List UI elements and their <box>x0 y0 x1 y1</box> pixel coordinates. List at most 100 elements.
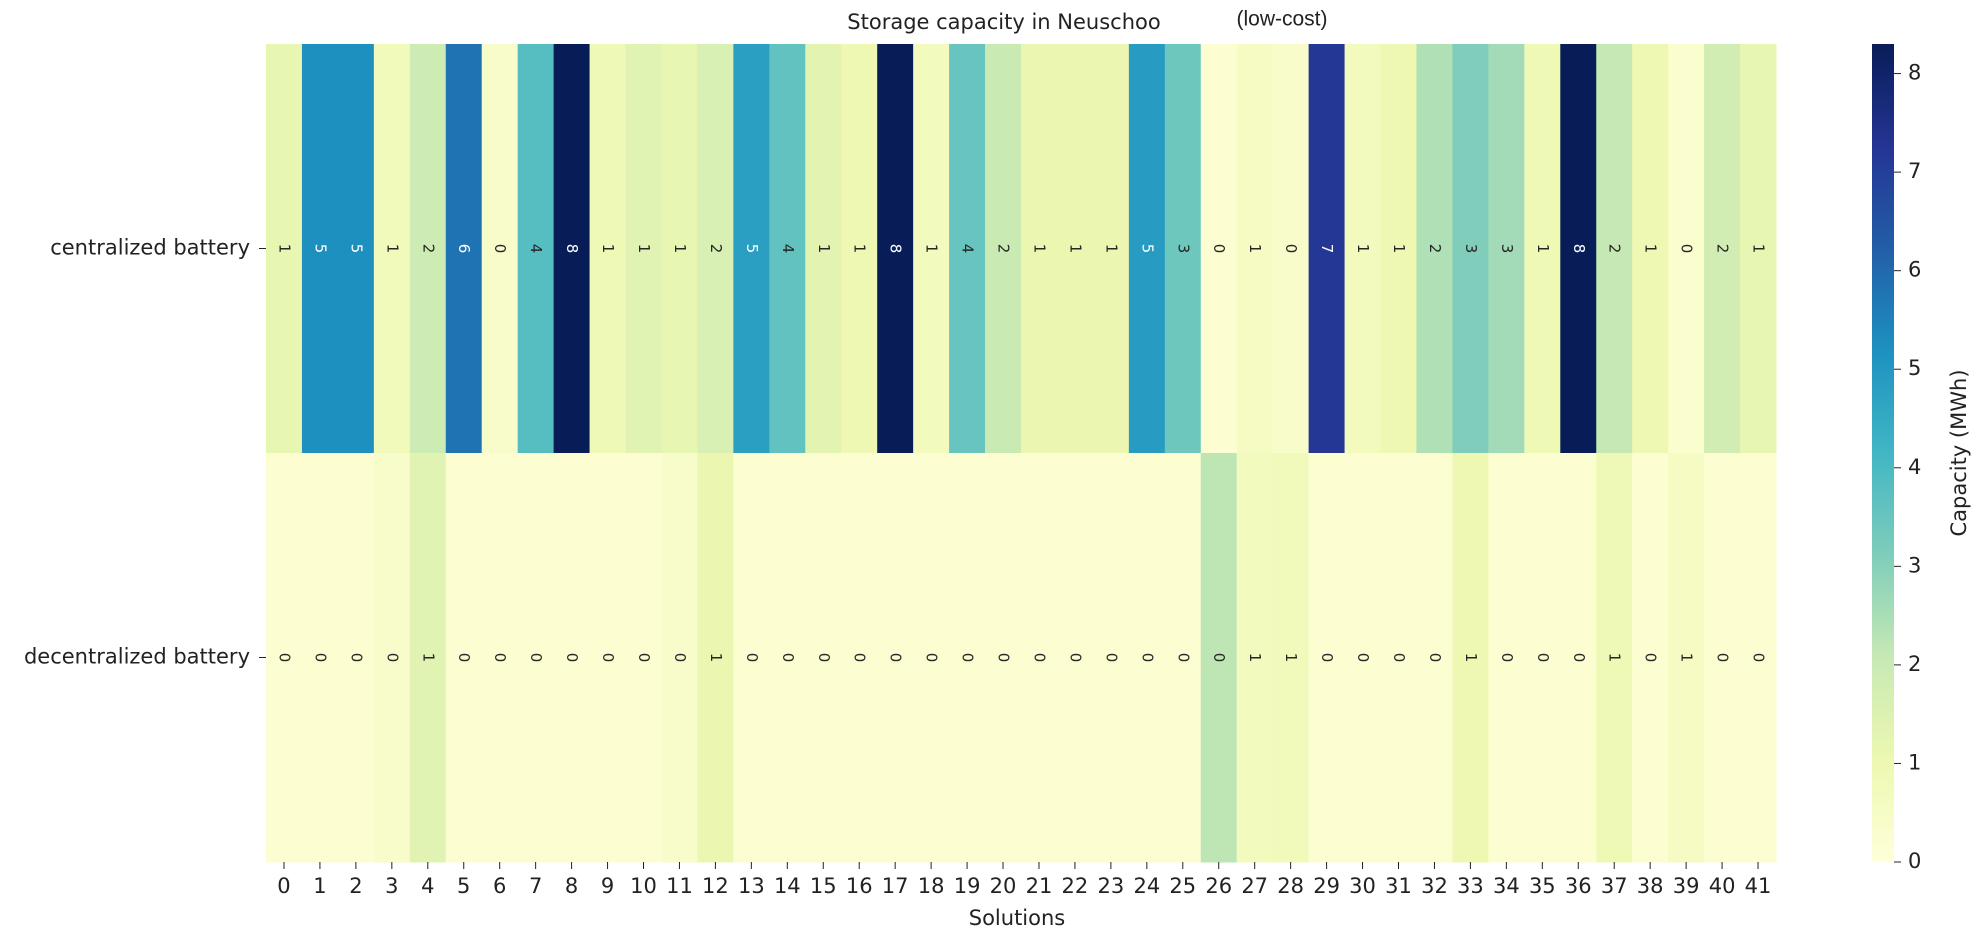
cell-label: 0 <box>275 653 293 663</box>
cell-label: 1 <box>1030 244 1048 254</box>
cell-label: 0 <box>1678 244 1696 254</box>
cell-label: 4 <box>959 244 977 254</box>
heatmap-cell <box>949 453 986 863</box>
y-tick-label: centralized battery <box>50 236 250 260</box>
heatmap-cell <box>1704 453 1741 863</box>
heatmap-cell <box>1021 453 1058 863</box>
cell-label: 0 <box>1534 653 1552 663</box>
x-tick-label: 1 <box>313 874 326 898</box>
cell-label: 0 <box>959 653 977 663</box>
cell-label: 1 <box>1462 653 1480 663</box>
heatmap-cell <box>1344 453 1382 863</box>
cell-label: 0 <box>311 653 329 663</box>
cell-label: 1 <box>851 244 869 254</box>
heatmap-cell <box>266 453 303 863</box>
cell-label: 1 <box>1390 244 1408 254</box>
heatmap-cell <box>913 453 950 863</box>
heatmap-cell <box>481 44 519 454</box>
x-tick-label: 6 <box>493 874 506 898</box>
cell-label: 0 <box>1642 653 1660 663</box>
x-tick-label: 24 <box>1133 874 1160 898</box>
cell-label: 0 <box>671 653 689 663</box>
heatmap-cell <box>409 44 447 454</box>
heatmap-cell <box>1740 44 1777 454</box>
cell-label: 0 <box>1210 244 1228 254</box>
cell-label: 0 <box>1426 653 1444 663</box>
x-tick-label: 30 <box>1349 874 1376 898</box>
cell-label: 2 <box>707 244 725 254</box>
heatmap-cell <box>1128 453 1166 863</box>
colorbar-tick-label: 0 <box>1908 849 1921 873</box>
cell-label: 1 <box>599 244 617 254</box>
heatmap-cell <box>1488 44 1525 454</box>
heatmap-cell <box>337 44 375 454</box>
heatmap-cell <box>733 453 770 863</box>
x-tick-label: 20 <box>990 874 1017 898</box>
cell-label: 0 <box>563 653 581 663</box>
heatmap-cell <box>1380 44 1417 454</box>
x-tick-label: 2 <box>349 874 362 898</box>
heatmap-cell <box>1092 44 1130 454</box>
cell-label: 0 <box>1030 653 1048 663</box>
heatmap-cell <box>1560 44 1597 454</box>
colorbar-tick-label: 2 <box>1908 652 1921 676</box>
cell-label: 8 <box>887 244 905 254</box>
cell-label: 1 <box>1246 244 1264 254</box>
x-tick-label: 26 <box>1205 874 1232 898</box>
x-tick-label: 16 <box>846 874 873 898</box>
x-tick-label: 14 <box>774 874 801 898</box>
cell-label: 0 <box>1750 653 1768 663</box>
heatmap-cell <box>1488 453 1525 863</box>
x-tick-label: 37 <box>1601 874 1628 898</box>
cell-label: 2 <box>1606 244 1624 254</box>
cell-label: 0 <box>347 653 365 663</box>
cell-label: 2 <box>995 244 1013 254</box>
x-tick-label: 38 <box>1637 874 1664 898</box>
heatmap-cell <box>805 44 842 454</box>
heatmap-cell <box>301 453 339 863</box>
x-tick-label: 29 <box>1313 874 1340 898</box>
cell-label: 0 <box>815 653 833 663</box>
heatmap-cell <box>1668 44 1705 454</box>
heatmap-cell <box>1452 44 1489 454</box>
heatmap-cell <box>841 44 878 454</box>
x-tick-label: 33 <box>1457 874 1484 898</box>
cell-label: 0 <box>383 653 401 663</box>
cell-label: 8 <box>563 244 581 254</box>
x-tick-label: 34 <box>1493 874 1520 898</box>
cell-label: 0 <box>995 653 1013 663</box>
cell-label: 0 <box>455 653 473 663</box>
x-tick-label: 0 <box>277 874 290 898</box>
cell-label: 0 <box>527 653 545 663</box>
cell-label: 1 <box>1282 653 1300 663</box>
x-tick-label: 13 <box>738 874 765 898</box>
heatmap-cell <box>373 453 411 863</box>
colorbar <box>1872 44 1894 862</box>
heatmap-cell <box>553 453 591 863</box>
heatmap-cell <box>481 453 519 863</box>
x-tick-label: 4 <box>421 874 434 898</box>
heatmap-cell <box>1452 453 1489 863</box>
colorbar-tick-label: 6 <box>1908 258 1921 282</box>
cell-label: 1 <box>1606 653 1624 663</box>
x-tick-label: 15 <box>810 874 837 898</box>
heatmap-cell <box>1272 44 1310 454</box>
cell-label: 0 <box>1138 653 1156 663</box>
colorbar-tick-label: 4 <box>1908 455 1921 479</box>
heatmap-cell <box>913 44 950 454</box>
heatmap-cell <box>1416 44 1453 454</box>
cell-label: 0 <box>1498 653 1516 663</box>
heatmap-cell <box>805 453 842 863</box>
heatmap-cell <box>1164 44 1202 454</box>
cell-label: 1 <box>1066 244 1084 254</box>
heatmap-cell <box>1704 44 1741 454</box>
cell-label: 0 <box>1282 244 1300 254</box>
cell-label: 0 <box>599 653 617 663</box>
cell-label: 7 <box>1318 244 1336 254</box>
cell-label: 0 <box>1354 653 1372 663</box>
cell-label: 1 <box>1246 653 1264 663</box>
heatmap-cell <box>661 44 698 454</box>
heatmap-cell <box>661 453 698 863</box>
heatmap-cell <box>337 453 375 863</box>
heatmap-cell <box>1668 453 1705 863</box>
